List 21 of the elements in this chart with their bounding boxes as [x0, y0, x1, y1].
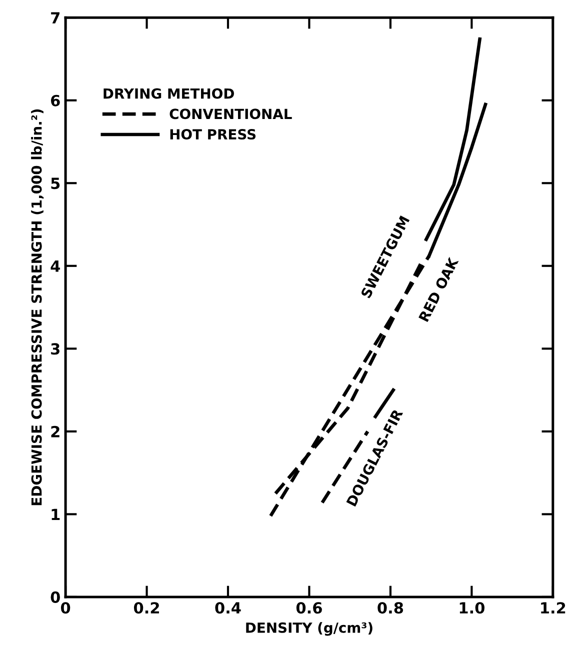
legend-label: HOT PRESS [170, 129, 256, 140]
y-axis-title: EDGEWISE COMPRESSIVE STRENGTH (1,000 lb/in.²) [31, 109, 44, 506]
x-tick-label: 0.8 [378, 602, 404, 614]
annotation: RED OAK [418, 256, 459, 322]
x-tick-label: 0 [60, 602, 70, 614]
x-tick-label: 0.4 [215, 602, 241, 614]
x-tick-label: 0.6 [296, 602, 322, 614]
y-tick-label: 3 [51, 343, 60, 355]
legend-title: DRYING METHOD [104, 88, 234, 99]
legend-label: CONVENTIONAL [170, 108, 292, 120]
y-tick-label: 7 [51, 12, 60, 24]
y-tick-label: 5 [51, 178, 60, 190]
y-tick-label: 4 [50, 260, 60, 272]
x-tick-label: 1.2 [541, 602, 566, 614]
y-tick-label: 2 [51, 426, 60, 438]
y-tick-label: 6 [51, 94, 60, 106]
y-tick-label: 0 [50, 591, 60, 603]
y-tick-label: 1 [52, 508, 60, 520]
x-tick-label: 0.2 [134, 602, 159, 614]
x-tick-label: 1.0 [460, 602, 484, 614]
x-axis-title: DENSITY (g/cm³) [246, 622, 372, 636]
